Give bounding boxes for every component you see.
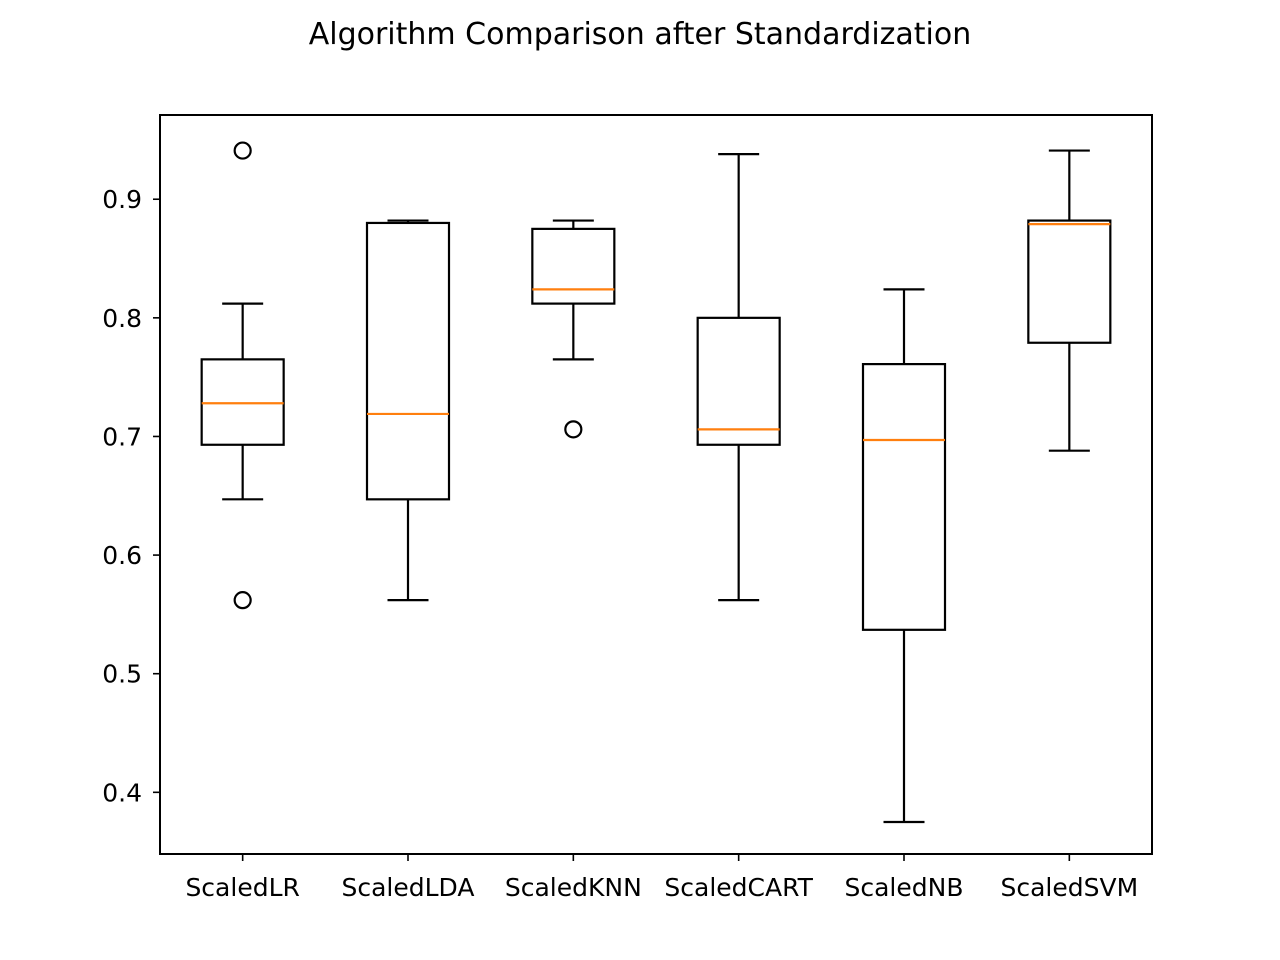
box-group-scaledcart — [696, 153, 781, 602]
plot-area — [200, 141, 1112, 824]
box-group-scalednb — [861, 288, 947, 824]
box-group-scaledlr — [200, 141, 285, 610]
iqr-box — [696, 316, 781, 446]
y-tick-label: 0.8 — [102, 304, 142, 333]
x-tick-label: ScaledLDA — [342, 873, 475, 902]
outlier-point — [233, 591, 252, 610]
iqr-box — [365, 221, 451, 501]
box-group-scaledlda — [365, 219, 451, 602]
x-tick-label: ScaledSVM — [1000, 873, 1138, 902]
iqr-box — [861, 363, 947, 631]
iqr-box — [1027, 219, 1112, 344]
box-group-scaledknn — [531, 219, 616, 439]
iqr-box — [200, 358, 285, 446]
axes: 0.4 0.5 0.6 0.7 0.8 0.9 ScaledLR ScaledLDA Scale… — [102, 114, 1153, 902]
iqr-box — [531, 227, 616, 305]
axes-frame — [159, 114, 1153, 855]
y-tick-label: 0.5 — [102, 660, 142, 689]
outlier-point — [564, 420, 583, 439]
box-group-scaledsvm — [1027, 149, 1112, 452]
y-tick-label: 0.7 — [102, 422, 142, 451]
chart-title: Algorithm Comparison after Standardizati… — [309, 17, 972, 52]
x-tick-label: ScaledNB — [845, 873, 964, 902]
x-tick-label: ScaledKNN — [505, 873, 642, 902]
y-tick-label: 0.6 — [102, 541, 142, 570]
y-tick-label: 0.4 — [102, 778, 142, 807]
x-tick-label: ScaledCART — [664, 873, 813, 902]
x-tick-label: ScaledLR — [185, 873, 299, 902]
outlier-point — [233, 141, 252, 160]
y-tick-label: 0.9 — [102, 185, 142, 214]
